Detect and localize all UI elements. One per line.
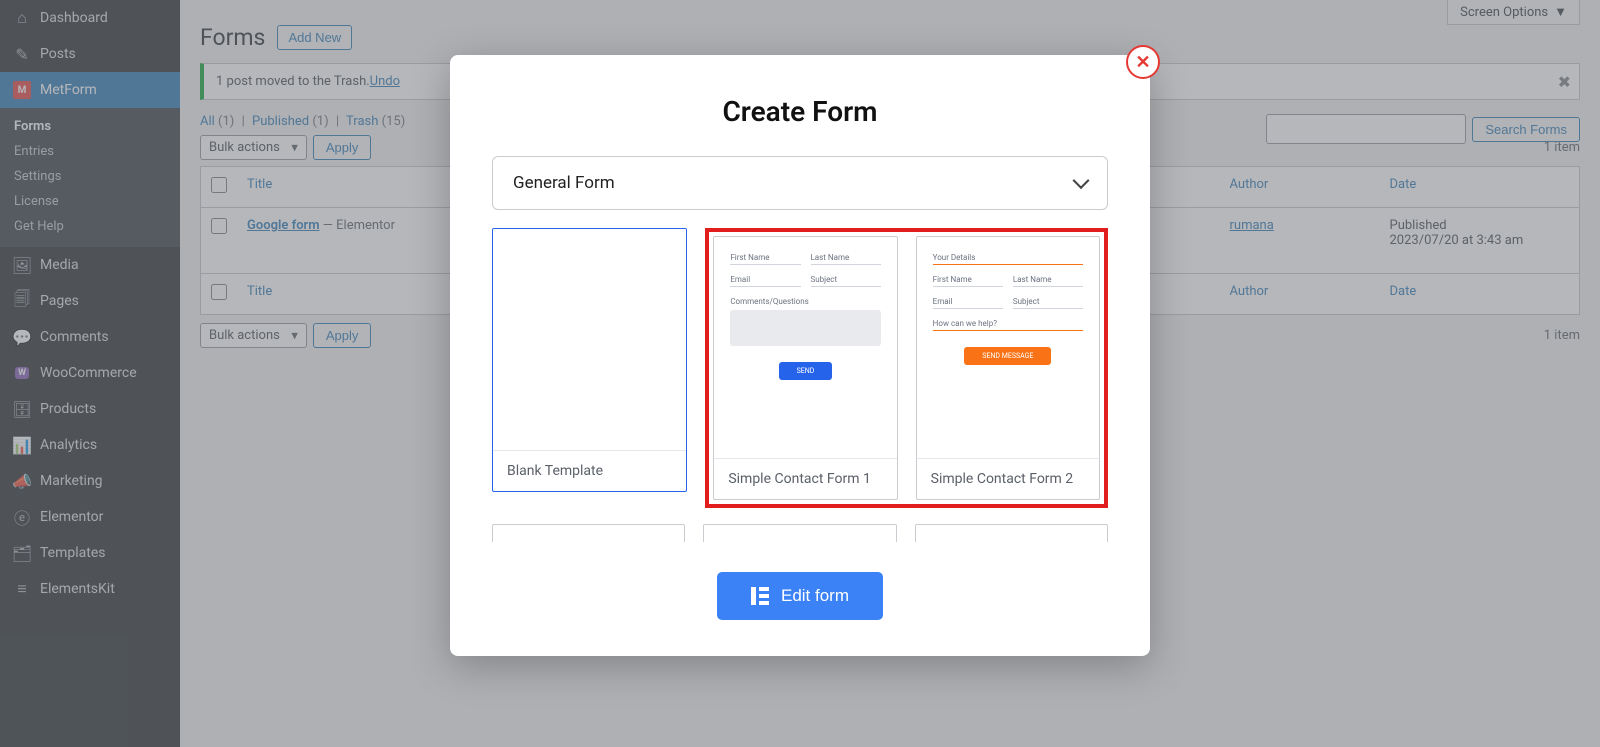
mini-send-message-button: SEND MESSAGE [964, 347, 1051, 365]
mini-label: How can we help? [933, 319, 1083, 328]
template-card-peek[interactable] [915, 524, 1108, 542]
template-card-peek[interactable] [703, 524, 896, 542]
template-preview-contact2: Your Details First Name Last Name Email … [917, 237, 1099, 458]
form-type-value: General Form [513, 173, 615, 193]
mini-label: Last Name [811, 253, 881, 262]
edit-form-button[interactable]: Edit form [717, 572, 883, 620]
edit-form-label: Edit form [781, 586, 849, 606]
template-card-blank[interactable]: Blank Template [492, 228, 687, 492]
mini-label: Subject [1013, 297, 1083, 306]
mini-label: Email [933, 297, 1003, 306]
mini-send-button: SEND [779, 362, 833, 380]
mini-label: Last Name [1013, 275, 1083, 284]
template-preview-blank [493, 229, 686, 450]
template-label: Simple Contact Form 2 [917, 458, 1099, 499]
mini-label: Subject [811, 275, 881, 284]
elementor-logo-icon [751, 587, 769, 605]
template-label: Simple Contact Form 1 [714, 458, 896, 499]
template-card-contact2[interactable]: Your Details First Name Last Name Email … [916, 236, 1100, 500]
modal-title: Create Form [492, 95, 1108, 128]
mini-label: Your Details [933, 253, 1083, 262]
template-card-contact1[interactable]: First Name Last Name Email Subject Comme… [713, 236, 897, 500]
create-form-modal: ✕ Create Form General Form Blank Templat… [450, 55, 1150, 656]
mini-label: Comments/Questions [730, 297, 880, 306]
mini-label: First Name [730, 253, 800, 262]
mini-label: First Name [933, 275, 1003, 284]
form-type-select[interactable]: General Form [492, 156, 1108, 210]
template-row-next [492, 524, 1108, 542]
mini-label: Email [730, 275, 800, 284]
modal-overlay[interactable]: ✕ Create Form General Form Blank Templat… [0, 0, 1600, 747]
highlight-annotation: First Name Last Name Email Subject Comme… [705, 228, 1108, 508]
template-list: Blank Template First Name Last Name Emai… [492, 228, 1108, 508]
template-preview-contact1: First Name Last Name Email Subject Comme… [714, 237, 896, 458]
template-card-peek[interactable] [492, 524, 685, 542]
close-icon[interactable]: ✕ [1126, 45, 1160, 79]
template-label: Blank Template [493, 450, 686, 491]
